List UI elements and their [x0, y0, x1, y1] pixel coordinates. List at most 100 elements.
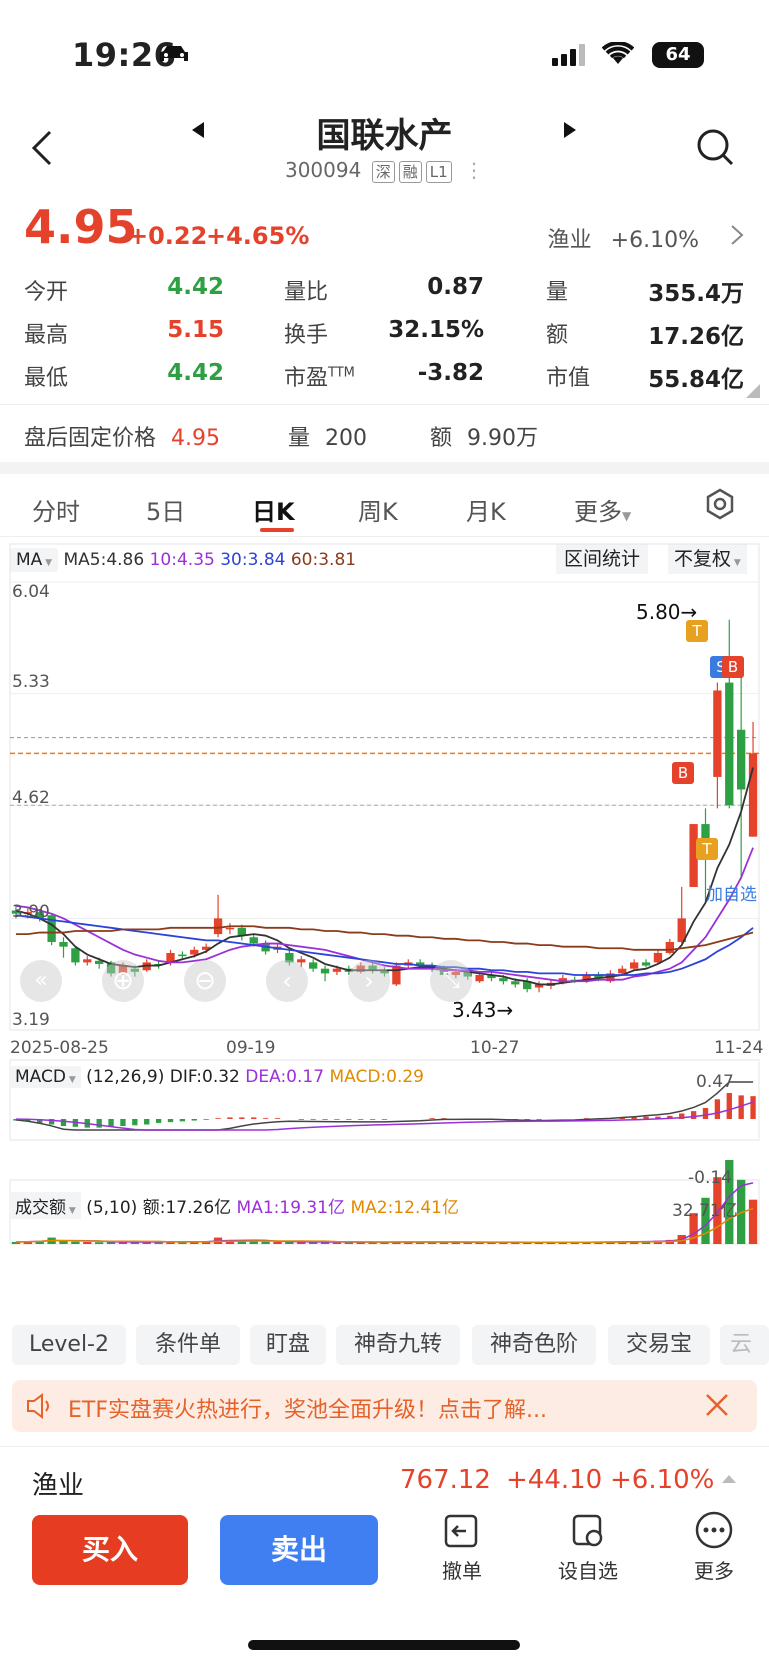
tab-daily-k[interactable]: 日K — [252, 498, 295, 526]
sector-bar[interactable]: 渔业 767.12 +44.10 +6.10% — [0, 1446, 769, 1511]
macd-value: MACD:0.29 — [329, 1067, 424, 1087]
candle-body — [166, 952, 175, 963]
ma-selector[interactable]: MA ▼ — [10, 548, 59, 572]
tab-5day[interactable]: 5日 — [146, 498, 186, 526]
stock-code: 300094 — [284, 158, 362, 182]
chip-watch[interactable]: 盯盘 — [250, 1325, 326, 1365]
low-annotation: 3.43→ — [452, 998, 514, 1022]
ma-lines-layer — [15, 767, 754, 986]
volume-bar — [106, 1241, 116, 1244]
tab-weekly-k[interactable]: 周K — [358, 498, 398, 526]
trade-marker-t[interactable]: T — [686, 620, 708, 642]
more-tool[interactable]: 更多 — [674, 1510, 754, 1584]
next-stock-icon[interactable] — [562, 120, 578, 144]
trade-marker-t[interactable]: T — [696, 838, 718, 860]
range-stats-button[interactable]: 区间统计 — [556, 544, 649, 574]
chart-settings-icon[interactable] — [704, 488, 736, 524]
candle-body — [71, 948, 80, 963]
candle-body — [677, 918, 686, 942]
caret-down-icon: ▼ — [42, 558, 53, 568]
candle-body — [106, 962, 116, 974]
chevron-right-icon[interactable] — [730, 224, 744, 250]
promo-banner[interactable]: ETF实盘赛火热进行，奖池全面升级！点击了解... — [12, 1380, 757, 1432]
rewind-button[interactable]: « — [20, 960, 62, 1002]
volume-bar — [332, 1242, 342, 1244]
tab-more[interactable]: 更多▼ — [574, 492, 631, 527]
candle-body — [95, 960, 104, 964]
macd-params: (12,26,9) — [86, 1067, 165, 1087]
low-label: 最低 — [24, 366, 69, 391]
market-cap-value: 55.84亿 — [648, 367, 744, 393]
candle-body — [297, 959, 306, 963]
cancel-order-tool[interactable]: 撤单 — [422, 1510, 502, 1584]
date-label: 11-24 — [714, 1038, 764, 1058]
chip-conditional-order[interactable]: 条件单 — [136, 1325, 240, 1365]
kline-chart[interactable] — [0, 540, 769, 1320]
macd-selector[interactable]: MACD ▼ — [10, 1066, 81, 1088]
volume-bar — [451, 1241, 460, 1244]
high-label: 最高 — [24, 323, 69, 348]
candle-body — [309, 962, 318, 969]
date-label: 09-19 — [226, 1038, 276, 1058]
more-dots-icon[interactable]: ⋮ — [464, 158, 484, 182]
set-watch-label: 设自选 — [558, 1559, 618, 1583]
chip-magic-nine[interactable]: 神奇九转 — [336, 1325, 460, 1365]
chip-level2[interactable]: Level-2 — [12, 1325, 126, 1365]
chip-trade-treasure[interactable]: 交易宝 — [608, 1325, 710, 1365]
candle-body — [380, 970, 389, 974]
volume-bar — [95, 1242, 104, 1244]
back-icon[interactable] — [28, 128, 56, 172]
status-bar: 19:26 64 — [0, 0, 769, 110]
expand-corner-icon[interactable] — [746, 384, 760, 398]
fullscreen-button[interactable]: ⤡ — [430, 960, 472, 1002]
trade-marker-b[interactable]: B — [722, 656, 744, 678]
prev-stock-icon[interactable] — [190, 120, 206, 144]
tab-monthly-k[interactable]: 月K — [466, 498, 506, 526]
scroll-right-button[interactable]: › — [348, 960, 390, 1002]
scroll-left-button[interactable]: ‹ — [266, 960, 308, 1002]
caret-down-icon: ▼ — [622, 509, 632, 523]
chip-magic-color[interactable]: 神奇色阶 — [472, 1325, 596, 1365]
volume-value: 355.4万 — [648, 281, 744, 307]
after-hours-label: 盘后固定价格 — [24, 426, 157, 451]
volume-bar — [142, 1241, 151, 1244]
volume-bar — [190, 1241, 199, 1244]
ma10-legend: 10:4.35 — [149, 550, 215, 570]
candle-body — [178, 954, 187, 957]
sector-link[interactable]: 渔业 +6.10% — [548, 222, 699, 254]
caret-down-icon: ▼ — [731, 558, 741, 568]
undo-icon — [422, 1510, 502, 1555]
after-hours-amount: 额 9.90万 — [430, 420, 538, 452]
adjust-button[interactable]: 不复权 ▼ — [668, 544, 747, 574]
tab-intraday[interactable]: 分时 — [32, 498, 80, 526]
more-icon — [674, 1510, 754, 1555]
sell-button[interactable]: 卖出 — [220, 1515, 378, 1585]
candle-body — [534, 984, 544, 988]
volume-bar — [427, 1241, 437, 1244]
candle-body — [225, 927, 235, 930]
volume-bar — [511, 1242, 520, 1244]
zoom-out-button[interactable]: ⊖ — [184, 960, 226, 1002]
search-icon[interactable] — [696, 128, 736, 172]
close-icon[interactable] — [704, 1392, 730, 1422]
volume-bar — [71, 1241, 80, 1244]
tag-margin: 融 — [398, 161, 422, 183]
volume-bar — [23, 1241, 32, 1244]
caret-up-icon[interactable] — [722, 1475, 736, 1483]
candles-layer — [11, 619, 758, 993]
zoom-in-button[interactable]: ⊕ — [102, 960, 144, 1002]
caret-down-icon: ▼ — [66, 1206, 76, 1216]
add-watch-annotation[interactable]: 加自选 — [706, 885, 757, 905]
candle-body — [320, 968, 330, 974]
quote-grid: 今开 4.42 量比 0.87 量 355.4万 最高 5.15 换手 32.1… — [0, 270, 769, 393]
caret-down-icon: ▼ — [65, 1075, 76, 1085]
buy-button[interactable]: 买入 — [32, 1515, 188, 1585]
section-separator — [0, 462, 769, 474]
set-watch-tool[interactable]: 设自选 — [548, 1510, 628, 1584]
high-value: 5.15 — [167, 317, 224, 343]
volume-selector[interactable]: 成交额 ▼ — [10, 1192, 81, 1219]
trade-marker-b[interactable]: B — [672, 762, 694, 784]
volume-bar — [225, 1240, 235, 1244]
period-tabs: 分时 5日 日K 周K 月K 更多▼ — [0, 474, 769, 537]
chip-cloud[interactable]: 云 — [720, 1325, 769, 1365]
